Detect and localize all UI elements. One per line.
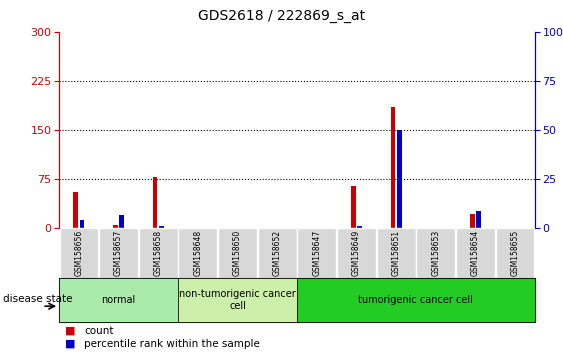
Text: GSM158658: GSM158658	[154, 230, 163, 276]
Text: normal: normal	[101, 295, 136, 305]
Bar	[159, 226, 164, 228]
Text: percentile rank within the sample: percentile rank within the sample	[84, 339, 260, 349]
Bar	[416, 228, 455, 278]
Text: GSM158649: GSM158649	[352, 230, 361, 276]
Text: GSM158648: GSM158648	[193, 230, 202, 276]
Bar	[258, 228, 297, 278]
Bar	[99, 228, 138, 278]
Bar	[59, 278, 178, 322]
Bar	[113, 225, 118, 228]
Bar	[351, 186, 356, 228]
Text: GDS2618 / 222869_s_at: GDS2618 / 222869_s_at	[198, 9, 365, 23]
Bar	[73, 192, 78, 228]
Text: ■: ■	[65, 326, 75, 336]
Bar	[377, 228, 415, 278]
Text: ■: ■	[65, 339, 75, 349]
Text: GSM158652: GSM158652	[272, 230, 282, 276]
Bar	[337, 228, 376, 278]
Text: GSM158650: GSM158650	[233, 230, 242, 276]
Text: count: count	[84, 326, 114, 336]
Text: GSM158656: GSM158656	[74, 230, 83, 276]
Text: GSM158651: GSM158651	[392, 230, 401, 276]
Bar	[397, 130, 401, 228]
Bar	[476, 211, 481, 228]
Bar	[297, 228, 336, 278]
Bar	[470, 214, 475, 228]
Text: non-tumorigenic cancer
cell: non-tumorigenic cancer cell	[179, 289, 296, 311]
Bar	[495, 228, 534, 278]
Text: GSM158655: GSM158655	[511, 230, 520, 276]
Text: GSM158653: GSM158653	[431, 230, 440, 276]
Bar	[178, 228, 217, 278]
Bar	[218, 228, 257, 278]
Text: GSM158654: GSM158654	[471, 230, 480, 276]
Bar	[139, 228, 178, 278]
Bar	[456, 228, 495, 278]
Text: disease state: disease state	[3, 294, 72, 304]
Bar	[178, 278, 297, 322]
Text: GSM158657: GSM158657	[114, 230, 123, 276]
Text: tumorigenic cancer cell: tumorigenic cancer cell	[359, 295, 473, 305]
Bar	[60, 228, 99, 278]
Bar	[119, 215, 124, 228]
Bar	[297, 278, 535, 322]
Text: GSM158647: GSM158647	[312, 230, 321, 276]
Bar	[358, 226, 362, 228]
Bar	[80, 221, 84, 228]
Bar	[391, 107, 395, 228]
Bar	[153, 177, 158, 228]
